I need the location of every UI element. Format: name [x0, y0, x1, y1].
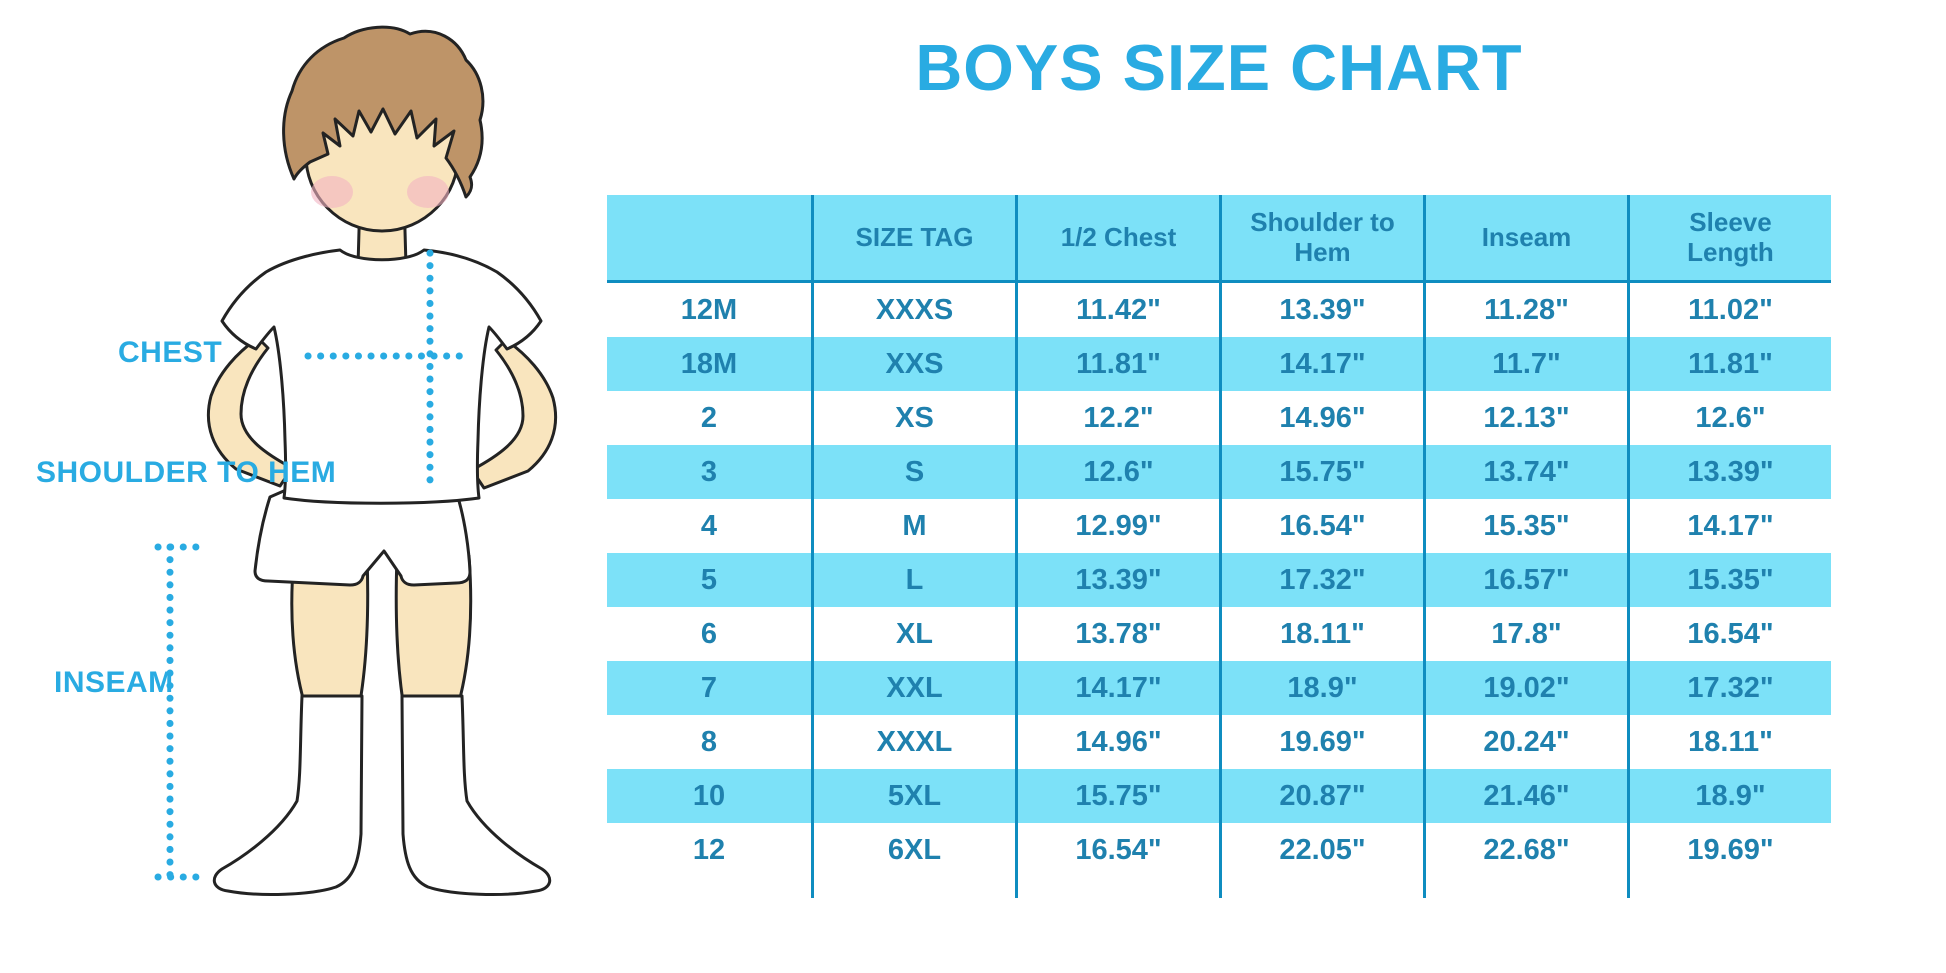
table-cell: 11.42" — [1015, 283, 1219, 337]
table-cell: 5XL — [811, 769, 1015, 823]
table-cell: 17.32" — [1219, 553, 1423, 607]
right-arm — [470, 338, 558, 490]
column-header: SIZE TAG — [811, 195, 1015, 283]
t-shirt — [220, 248, 543, 505]
page-title: BOYS SIZE CHART — [915, 31, 1523, 104]
row-label: 7 — [607, 661, 811, 715]
table-cell: 18.11" — [1627, 715, 1831, 769]
table-cell: 15.35" — [1423, 499, 1627, 553]
table-cell: XXS — [811, 337, 1015, 391]
row-label: 5 — [607, 553, 811, 607]
row-label: 2 — [607, 391, 811, 445]
table-cell: 14.17" — [1627, 499, 1831, 553]
right-blush — [407, 176, 449, 208]
table-cell: 14.17" — [1015, 661, 1219, 715]
table-cell: 13.39" — [1015, 553, 1219, 607]
left-sock — [212, 694, 364, 896]
left-blush — [311, 176, 353, 208]
table-cell: 15.75" — [1219, 445, 1423, 499]
column-header: Shoulder to Hem — [1219, 195, 1423, 283]
table-cell: XS — [811, 391, 1015, 445]
table-cell: 17.8" — [1423, 607, 1627, 661]
column-header — [607, 195, 811, 283]
table-cell: XL — [811, 607, 1015, 661]
table-cell: 19.02" — [1423, 661, 1627, 715]
column-header: Sleeve Length — [1627, 195, 1831, 283]
table-cell: 12.13" — [1423, 391, 1627, 445]
table-cell: 22.68" — [1423, 823, 1627, 877]
row-label: 8 — [607, 715, 811, 769]
table-cell: L — [811, 553, 1015, 607]
right-sock — [400, 694, 552, 896]
table-cell: 12.99" — [1015, 499, 1219, 553]
table-cell: 18.9" — [1219, 661, 1423, 715]
table-cell: 11.02" — [1627, 283, 1831, 337]
table-cell: S — [811, 445, 1015, 499]
table-cell: 20.87" — [1219, 769, 1423, 823]
table-cell: XXL — [811, 661, 1015, 715]
table-cell: 15.75" — [1015, 769, 1219, 823]
row-label: 12 — [607, 823, 811, 877]
table-cell: 11.81" — [1015, 337, 1219, 391]
table-cell: 13.39" — [1219, 283, 1423, 337]
separator-stub — [1423, 877, 1627, 898]
table-cell: 19.69" — [1627, 823, 1831, 877]
table-cell: 13.74" — [1423, 445, 1627, 499]
size-chart-table: SIZE TAG 1/2 Chest Shoulder to Hem Inseam Sl… — [607, 195, 1831, 898]
table-cell: 18.11" — [1219, 607, 1423, 661]
row-label: 10 — [607, 769, 811, 823]
table-cell: 11.28" — [1423, 283, 1627, 337]
row-label: 18M — [607, 337, 811, 391]
separator-stub — [1219, 877, 1423, 898]
table-cell: 6XL — [811, 823, 1015, 877]
separator-stub — [811, 877, 1015, 898]
table-cell: 11.81" — [1627, 337, 1831, 391]
table-cell: 12.6" — [1015, 445, 1219, 499]
column-header: Inseam — [1423, 195, 1627, 283]
table-cell: XXXS — [811, 283, 1015, 337]
table-cell: 16.57" — [1423, 553, 1627, 607]
table-cell: 17.32" — [1627, 661, 1831, 715]
table-cell: 21.46" — [1423, 769, 1627, 823]
table-cell: 14.17" — [1219, 337, 1423, 391]
row-label: 6 — [607, 607, 811, 661]
table-cell: M — [811, 499, 1015, 553]
inseam-label: INSEAM — [54, 666, 174, 699]
table-cell: 22.05" — [1219, 823, 1423, 877]
hair — [282, 25, 485, 199]
separator-stub — [1015, 877, 1219, 898]
table-cell: 20.24" — [1423, 715, 1627, 769]
table-cell: 12.6" — [1627, 391, 1831, 445]
table-cell: XXXL — [811, 715, 1015, 769]
separator-stub — [607, 877, 811, 898]
table-cell: 16.54" — [1627, 607, 1831, 661]
table-cell: 12.2" — [1015, 391, 1219, 445]
table-cell: 14.96" — [1219, 391, 1423, 445]
chest-label: CHEST — [118, 336, 223, 369]
boy-illustration — [154, 25, 558, 896]
row-label: 4 — [607, 499, 811, 553]
table-cell: 18.9" — [1627, 769, 1831, 823]
table-cell: 14.96" — [1015, 715, 1219, 769]
table-cell: 16.54" — [1219, 499, 1423, 553]
separator-stub — [1627, 877, 1831, 898]
table-cell: 11.7" — [1423, 337, 1627, 391]
table-cell: 13.78" — [1015, 607, 1219, 661]
table-cell: 16.54" — [1015, 823, 1219, 877]
shoulder-to-hem-label: SHOULDER TO HEM — [36, 456, 337, 489]
row-label: 12M — [607, 283, 811, 337]
table-cell: 19.69" — [1219, 715, 1423, 769]
table-cell: 15.35" — [1627, 553, 1831, 607]
table-cell: 13.39" — [1627, 445, 1831, 499]
row-label: 3 — [607, 445, 811, 499]
column-header: 1/2 Chest — [1015, 195, 1219, 283]
shorts — [253, 488, 472, 587]
